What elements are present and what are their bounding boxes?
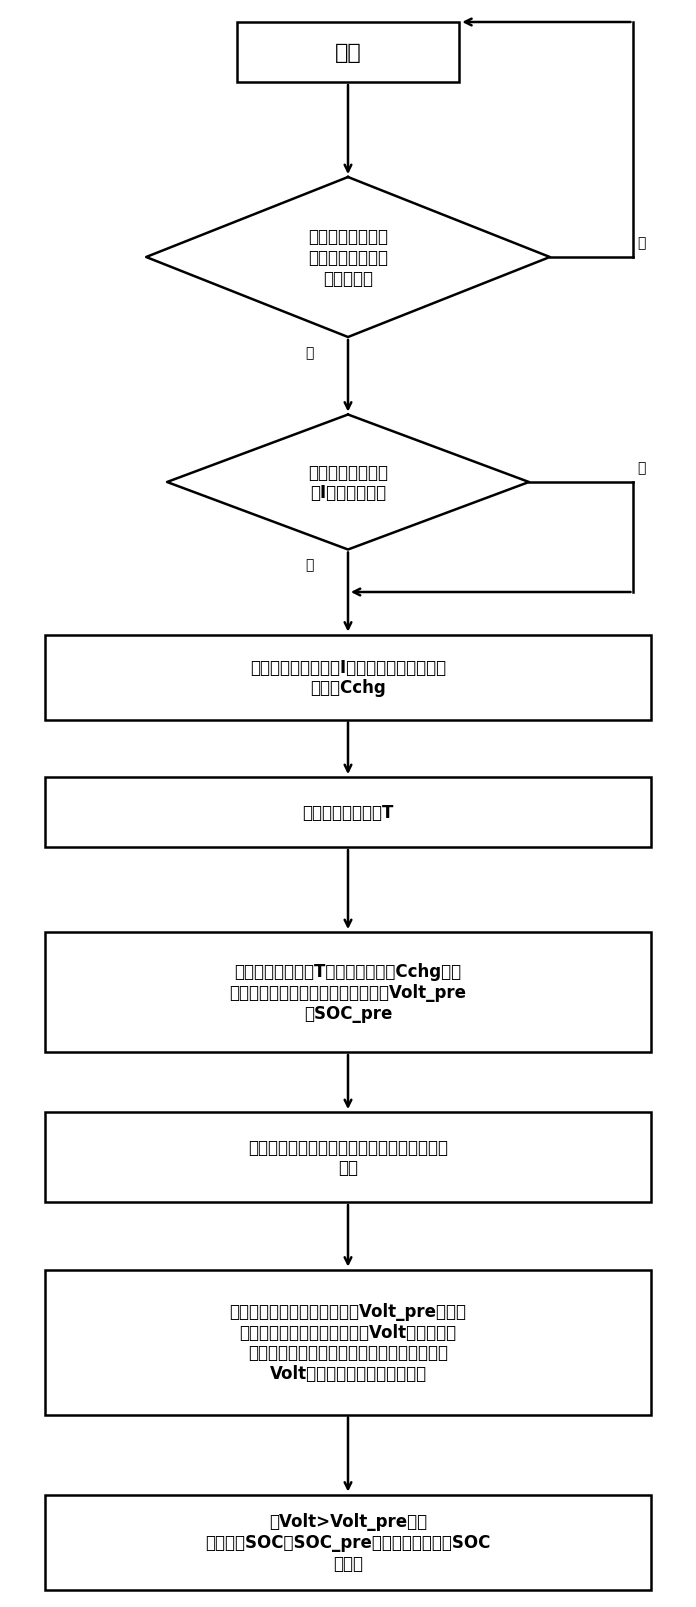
Text: 是: 是	[305, 558, 313, 572]
Text: 根据电池当前温度T和电池充电倍率Cchg查表
获取四个充电预修正点的单体电压值Volt_pre
和SOC_pre: 根据电池当前温度T和电池充电倍率Cchg查表 获取四个充电预修正点的单体电压值V…	[230, 963, 466, 1022]
Bar	[45, 778, 651, 847]
Bar	[45, 932, 651, 1053]
Bar	[237, 22, 459, 84]
Text: 根据稳定的充电电流I及电池额定容量计算充
电倍率Cchg: 根据稳定的充电电流I及电池额定容量计算充 电倍率Cchg	[250, 659, 446, 697]
Polygon shape	[146, 178, 550, 337]
Text: 否: 否	[637, 461, 645, 474]
Bar	[45, 1112, 651, 1202]
Text: 判断充电预修正点的单体电压Volt_pre的位置
；当其处于充电曲线低端时，Volt采用电池组
最低单体电压值；当其处于充电曲线高端时，
Volt采用电池组最高: 判断充电预修正点的单体电压Volt_pre的位置 ；当其处于充电曲线低端时，Vo…	[230, 1302, 466, 1382]
Text: 开始: 开始	[335, 43, 361, 63]
Text: 是: 是	[305, 346, 313, 360]
Text: 当Volt>Volt_pre时，
修正后的SOC为SOC_pre，否则保持原来的SOC
值不变: 当Volt>Volt_pre时， 修正后的SOC为SOC_pre，否则保持原来的…	[205, 1512, 491, 1572]
Text: 检测电池当前温度T: 检测电池当前温度T	[302, 804, 394, 821]
Text: 电池管理系统检测
并判断电池是否进
入充电过程: 电池管理系统检测 并判断电池是否进 入充电过程	[308, 228, 388, 288]
Text: 检测并判断充电电
流I是否基本稳定: 检测并判断充电电 流I是否基本稳定	[308, 463, 388, 501]
Polygon shape	[167, 415, 529, 550]
Bar	[45, 635, 651, 720]
Text: 否: 否	[637, 236, 645, 249]
Text: 检测电池组当前最低单体电压值和最高单体电
压值: 检测电池组当前最低单体电压值和最高单体电 压值	[248, 1138, 448, 1176]
Bar	[45, 1270, 651, 1414]
Bar	[45, 1495, 651, 1589]
